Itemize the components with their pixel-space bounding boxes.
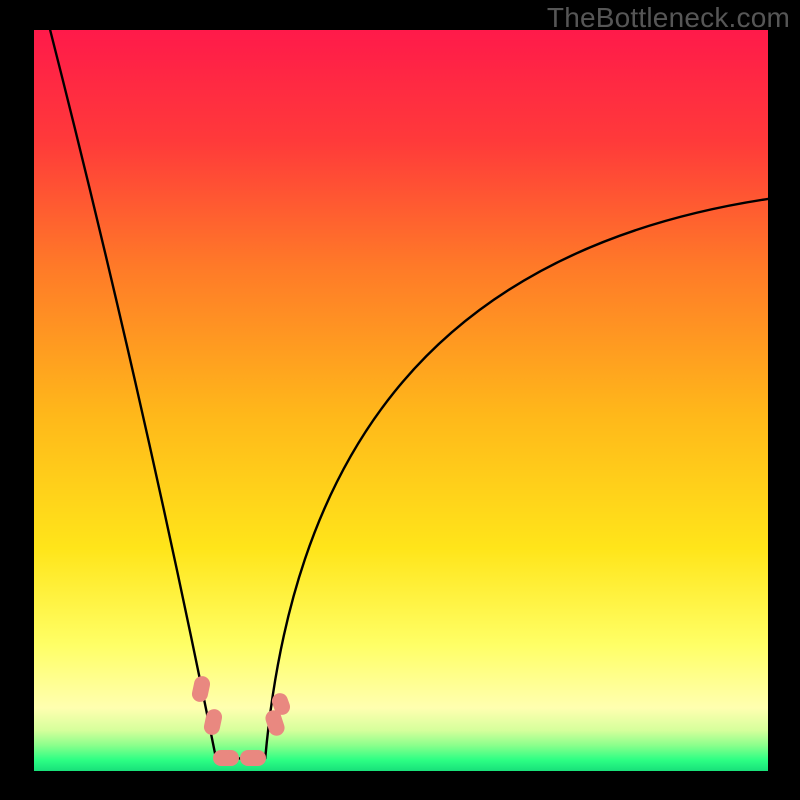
watermark-text: TheBottleneck.com xyxy=(547,2,790,34)
curve-marker xyxy=(213,750,239,766)
curve-marker xyxy=(203,708,224,737)
curve-markers-layer xyxy=(34,30,768,771)
chart-frame: TheBottleneck.com xyxy=(0,0,800,800)
curve-marker xyxy=(240,750,266,766)
curve-marker xyxy=(191,675,212,704)
